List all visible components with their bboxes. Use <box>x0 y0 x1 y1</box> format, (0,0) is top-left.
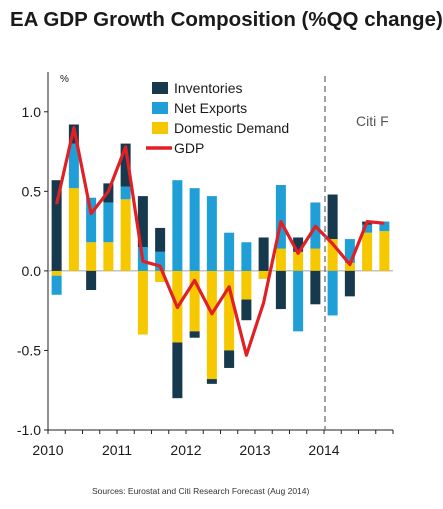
bar-inventories <box>155 227 166 252</box>
bar-domestic-demand <box>241 270 252 300</box>
bar-inventories <box>293 237 304 252</box>
y-tick-label: -1.0 <box>17 422 41 438</box>
bar-domestic-demand <box>68 188 79 271</box>
bar-net-exports <box>206 196 217 271</box>
bar-domestic-demand <box>206 270 217 380</box>
bar-inventories <box>327 194 338 240</box>
bar-inventories <box>86 270 97 290</box>
bar-net-exports <box>155 251 166 271</box>
legend-swatch-inventories <box>152 82 168 94</box>
bar-domestic-demand <box>344 262 355 271</box>
bar-domestic-demand <box>189 270 200 332</box>
bar-domestic-demand <box>327 239 338 271</box>
x-axis: 2010 2011 2012 2013 2014 <box>32 430 394 458</box>
bar-domestic-demand <box>86 242 97 271</box>
bar-domestic-demand <box>293 251 304 271</box>
forecast-marker: Citi F <box>324 76 389 430</box>
y-axis: 1.0 0.5 0.0 -0.5 -1.0% <box>17 74 69 438</box>
bar-domestic-demand <box>120 199 131 271</box>
bar-net-exports <box>344 239 355 263</box>
bar-domestic-demand <box>362 232 373 271</box>
bar-domestic-demand <box>51 270 62 276</box>
x-tick-label: 2014 <box>308 442 339 458</box>
bar-inventories <box>206 379 217 384</box>
bar-inventories <box>172 342 183 399</box>
bar-inventories <box>189 331 200 338</box>
legend-label-net-exports: Net Exports <box>174 100 247 116</box>
bar-net-exports <box>275 184 286 249</box>
x-tick-label: 2010 <box>32 442 63 458</box>
bar-domestic-demand <box>155 270 166 283</box>
bar-net-exports <box>379 221 390 232</box>
bar-net-exports <box>189 188 200 271</box>
bar-net-exports <box>362 224 373 233</box>
y-tick-label: 0.0 <box>22 263 42 279</box>
bar-inventories <box>344 270 355 297</box>
bar-inventories <box>275 270 286 310</box>
bar-inventories <box>51 180 62 271</box>
bar-net-exports <box>86 197 97 243</box>
legend-swatch-net-exports <box>152 102 168 114</box>
bar-domestic-demand <box>275 248 286 271</box>
bar-net-exports <box>51 275 62 295</box>
bars <box>51 124 390 399</box>
bar-net-exports <box>120 186 131 200</box>
y-unit-label: % <box>60 74 69 85</box>
y-tick-label: 0.5 <box>22 183 42 199</box>
bar-net-exports <box>327 270 338 316</box>
bar-domestic-demand <box>224 270 235 351</box>
bar-net-exports <box>103 202 114 243</box>
bar-net-exports <box>172 180 183 271</box>
bar-net-exports <box>224 232 235 271</box>
bar-net-exports <box>241 242 252 271</box>
bar-inventories <box>258 237 269 271</box>
y-tick-label: -0.5 <box>17 342 41 358</box>
chart-title: EA GDP Growth Composition (%QQ change) <box>10 8 443 31</box>
bar-inventories <box>137 196 148 248</box>
source-note: Sources: Eurostat and Citi Research Fore… <box>92 486 310 496</box>
x-tick-label: 2011 <box>102 442 132 458</box>
bar-domestic-demand <box>103 242 114 271</box>
bar-domestic-demand <box>310 248 321 271</box>
bar-inventories <box>310 270 321 305</box>
legend-swatch-domestic-demand <box>152 122 168 134</box>
bar-domestic-demand <box>137 270 148 335</box>
gdp-line <box>55 126 385 357</box>
gdp-line-group <box>55 126 385 357</box>
bar-inventories <box>241 299 252 321</box>
bar-domestic-demand <box>379 231 390 271</box>
forecast-label: Citi F <box>356 113 389 129</box>
bar-inventories <box>120 143 131 187</box>
bar-domestic-demand <box>258 270 269 279</box>
bar-net-exports <box>68 143 79 189</box>
x-tick-label: 2013 <box>239 442 270 458</box>
y-tick-label: 1.0 <box>22 104 42 120</box>
legend-label-gdp: GDP <box>174 140 204 156</box>
legend-label-inventories: Inventories <box>174 80 242 96</box>
bar-net-exports <box>293 270 304 332</box>
legend-label-domestic-demand: Domestic Demand <box>174 120 289 136</box>
bar-inventories <box>224 350 235 368</box>
x-tick-label: 2012 <box>170 442 201 458</box>
legend: Inventories Net Exports Domestic Demand GDP <box>146 80 289 156</box>
